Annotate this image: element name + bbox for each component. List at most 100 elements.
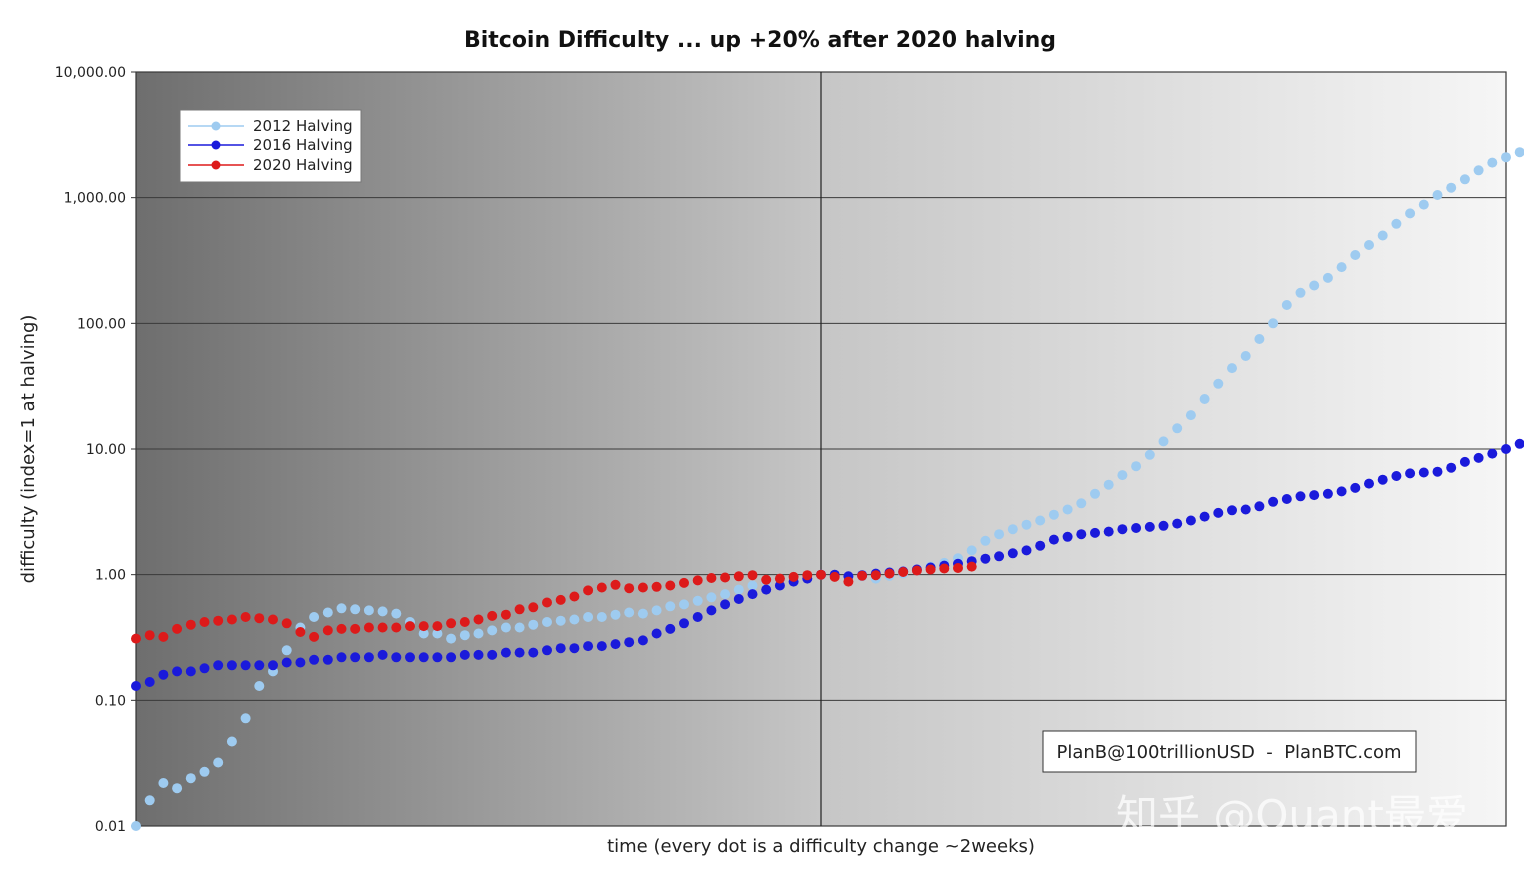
data-point-2012 [1350,250,1361,260]
data-point-2020 [706,573,717,583]
legend-box [179,109,362,183]
y-axis-ticks: 0.01 0.10 1.00 10.00 100.00 1,000.00 10,000.00 [55,65,136,835]
data-point-2016 [665,623,676,634]
data-point-2016 [295,657,306,668]
data-point-2020 [596,582,607,593]
data-point-2012 [1062,504,1073,515]
data-point-2016 [774,580,785,591]
data-point-2012 [254,681,265,691]
data-point-2020 [322,625,333,636]
data-point-2020 [446,618,457,629]
data-point-2016 [377,649,388,660]
data-point-2020 [665,580,676,591]
data-point-2012 [1048,509,1059,520]
data-point-2016 [1185,515,1196,526]
data-point-2012 [1144,449,1155,460]
data-point-2012 [172,783,183,794]
data-point-2016 [624,637,635,648]
data-point-2016 [514,647,525,658]
data-point-2016 [637,635,648,646]
data-point-2016 [254,660,265,671]
credit-box-frame [1042,730,1417,773]
data-point-2012 [131,821,141,831]
data-point-2020 [185,619,196,630]
data-point-2016 [1021,545,1032,556]
data-point-2020 [514,604,525,615]
data-point-2012 [1322,272,1333,283]
data-point-2016 [405,652,415,663]
data-point-2012 [1131,461,1142,472]
data-point-2012 [1364,240,1374,250]
data-point-2020 [555,594,566,605]
data-point-2016 [1268,496,1279,507]
data-point-2016 [240,660,251,671]
data-point-2016 [1227,505,1237,516]
data-point-2016 [1007,548,1018,559]
data-point-2016 [350,652,361,663]
data-point-2016 [542,645,552,656]
data-point-2016 [1131,523,1142,533]
data-point-2016 [1199,511,1210,522]
data-point-2016 [199,663,210,674]
data-point-2016 [1076,529,1087,540]
data-point-2012 [555,615,566,626]
credit-box: PlanB@100trillionUSD - PlanBTC.com [1042,730,1417,773]
data-point-2012 [542,617,552,627]
data-point-2012 [966,545,977,556]
data-point-2012 [1268,318,1279,329]
data-point-2012 [185,773,196,784]
data-point-2020 [268,614,278,625]
data-point-2020 [213,615,224,626]
chart-title: Bitcoin Difficulty ... up +20% after 202… [464,28,1056,53]
data-point-2016 [1322,488,1333,499]
data-point-2012 [747,580,758,591]
data-point-2012 [1405,208,1416,219]
data-point-2012 [1103,479,1114,490]
data-point-2020 [363,622,374,633]
data-point-2016 [1336,486,1347,497]
data-point-2016 [1295,491,1306,502]
data-point-2012 [459,630,470,641]
data-point-2016 [144,677,155,687]
legend-marker-2016 [211,140,221,150]
data-point-2016 [1035,540,1046,551]
data-point-2016 [747,589,758,600]
data-point-2012 [432,628,443,639]
data-point-2020 [172,623,183,634]
data-point-2020 [309,631,320,642]
data-point-2020 [583,585,594,596]
data-point-2016 [281,657,292,668]
data-point-2012 [624,607,635,618]
data-point-2020 [816,569,826,580]
data-point-2020 [459,617,470,627]
data-point-2016 [1405,468,1416,479]
data-point-2016 [761,584,772,595]
legend-label-2020: 2020 Halving [253,156,353,174]
data-point-2020 [692,575,703,586]
data-point-2016 [1501,444,1511,454]
data-point-2020 [651,581,662,592]
data-point-2012 [226,736,237,747]
data-point-2020 [624,583,635,594]
watermark-text: 知乎 @Quant最爱 [1116,791,1468,840]
data-point-2020 [829,571,840,582]
data-point-2016 [213,660,224,671]
data-point-2016 [1172,518,1183,529]
data-point-2012 [1459,174,1470,185]
data-point-2020 [377,622,388,633]
data-point-2012 [1418,199,1429,210]
data-point-2020 [953,563,963,573]
data-point-2020 [857,570,868,581]
data-point-2016 [980,553,991,564]
data-point-2012 [377,606,388,617]
data-point-2020 [528,602,539,613]
data-point-2020 [966,561,977,572]
data-point-2020 [432,621,443,632]
data-point-2012 [1185,410,1196,421]
data-point-2012 [1446,182,1457,193]
data-point-2020 [131,633,141,644]
data-point-2012 [1473,165,1484,176]
data-point-2020 [898,567,909,577]
data-point-2016 [1473,452,1484,463]
data-point-2012 [1391,218,1402,229]
